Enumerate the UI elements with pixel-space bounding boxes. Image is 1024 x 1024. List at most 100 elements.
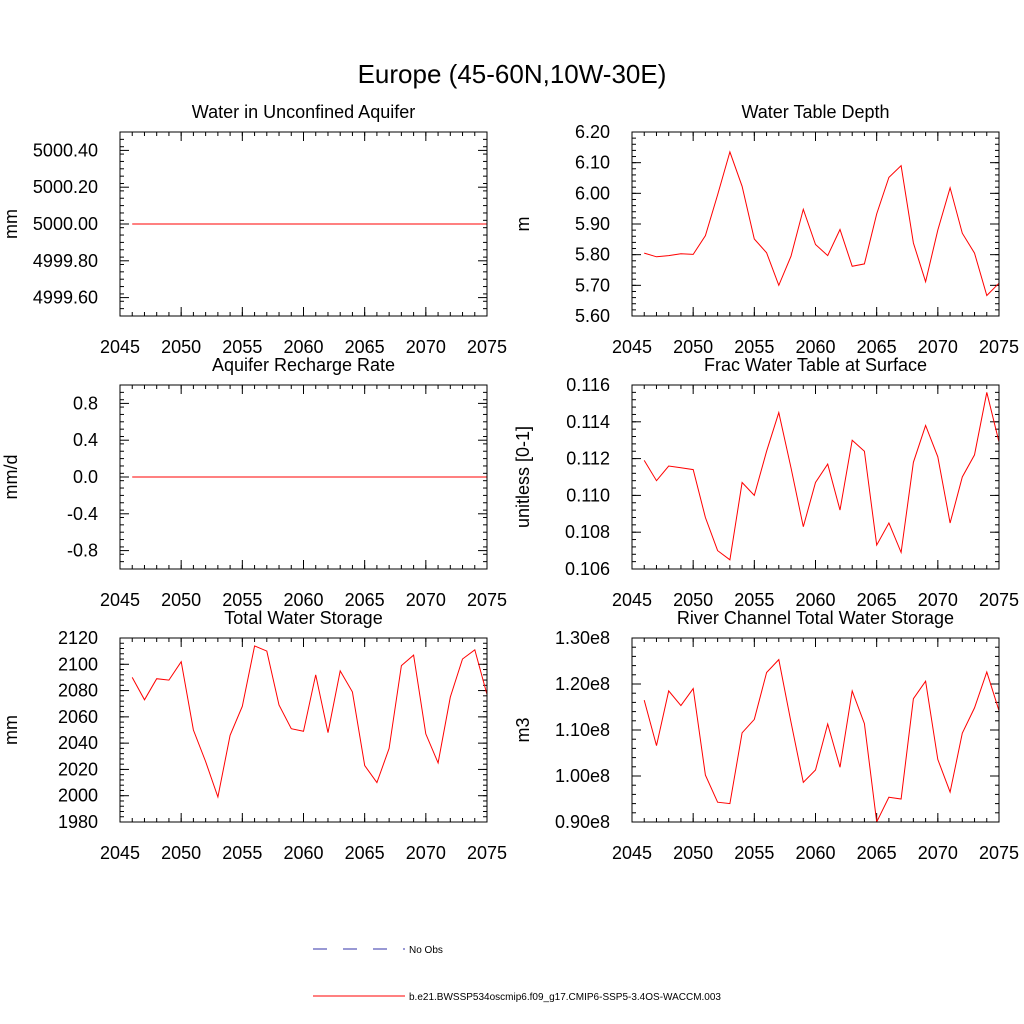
chart-panels: Water in Unconfined Aquifer mm 2045 2050 205… — [1, 102, 1019, 863]
x-tick-label: 2070 — [406, 843, 446, 863]
y-axis-label: m3 — [513, 717, 533, 742]
x-tick-label: 2050 — [673, 337, 713, 357]
x-tick-label: 2045 — [612, 337, 652, 357]
y-axis-label: unitless [0-1] — [513, 426, 533, 528]
y-tick-label: 0.8 — [73, 393, 98, 413]
y-tick-label: 1.30e8 — [555, 628, 610, 648]
y-tick-label: 0.106 — [565, 559, 610, 579]
x-tick-label: 2065 — [857, 590, 897, 610]
y-tick-label: 2080 — [58, 681, 98, 701]
x-tick-label: 2060 — [795, 843, 835, 863]
chart-panel-4: Frac Water Table at Surface unitless [0-1… — [513, 355, 1019, 610]
y-tick-label: 5.80 — [575, 245, 610, 265]
y-tick-label: 0.114 — [566, 412, 610, 432]
legend-model-label: b.e21.BWSSP534oscmip6.f09_g17.CMIP6-SSP5… — [409, 992, 721, 1003]
x-tick-label: 2045 — [612, 590, 652, 610]
plot-frame — [119, 131, 488, 317]
y-axis-label: mm/d — [1, 455, 21, 500]
y-tick-label: 4999.60 — [33, 288, 98, 308]
x-tick-label: 2065 — [345, 337, 385, 357]
chart-panel-2: Water Table Depth m 2045 2050 2055 2060 2065 20… — [513, 102, 1019, 357]
x-tick-label: 2075 — [979, 843, 1019, 863]
x-tick-label: 2055 — [734, 843, 774, 863]
y-tick-label: 1980 — [58, 812, 98, 832]
panel-title: River Channel Total Water Storage — [677, 608, 954, 628]
y-tick-label: 5000.20 — [33, 177, 98, 197]
y-tick-label: -0.4 — [67, 504, 98, 524]
x-tick-label: 2050 — [161, 843, 201, 863]
plot-frame — [119, 637, 488, 823]
y-tick-label: 0.108 — [565, 522, 610, 542]
x-tick-label: 2045 — [100, 337, 140, 357]
y-tick-label: 0.116 — [566, 375, 610, 395]
y-tick-label: 0.4 — [73, 430, 98, 450]
series-line-1 — [643, 658, 999, 822]
y-tick-label: 2100 — [58, 654, 98, 674]
y-tick-label: 2040 — [58, 733, 98, 753]
y-tick-label: 4999.80 — [33, 251, 98, 271]
y-tick-label: 2060 — [58, 707, 98, 727]
y-tick-label: 2020 — [58, 759, 98, 779]
x-tick-label: 2050 — [161, 337, 201, 357]
x-tick-label: 2045 — [100, 843, 140, 863]
chart-panel-5: Total Water Storage mm 2045 2050 2055 2060 206… — [1, 608, 507, 863]
y-tick-label: 5000.00 — [33, 214, 98, 234]
plot-frame — [631, 384, 1000, 570]
panel-title: Water in Unconfined Aquifer — [192, 102, 415, 122]
plot-frame — [631, 637, 1000, 823]
x-tick-label: 2075 — [979, 590, 1019, 610]
series-line-1 — [644, 150, 999, 297]
x-tick-label: 2070 — [918, 337, 958, 357]
x-tick-label: 2075 — [467, 590, 507, 610]
y-tick-label: 1.00e8 — [555, 766, 610, 786]
x-tick-label: 2045 — [100, 590, 140, 610]
y-tick-label: 6.20 — [575, 122, 610, 142]
y-axis-label: mm — [1, 209, 21, 239]
x-tick-label: 2060 — [795, 337, 835, 357]
x-tick-label: 2055 — [222, 590, 262, 610]
x-tick-label: 2070 — [406, 337, 446, 357]
x-tick-label: 2055 — [222, 337, 262, 357]
chart-panel-1: Water in Unconfined Aquifer mm 2045 2050 205… — [1, 102, 507, 357]
panel-title: Aquifer Recharge Rate — [212, 355, 395, 375]
panel-title: Total Water Storage — [224, 608, 382, 628]
y-tick-label: 6.00 — [575, 183, 610, 203]
x-tick-label: 2075 — [467, 337, 507, 357]
panel-title: Water Table Depth — [741, 102, 889, 122]
series-line-1 — [131, 645, 487, 799]
series-line-1 — [643, 392, 999, 561]
x-tick-label: 2060 — [283, 590, 323, 610]
y-tick-label: 2120 — [58, 628, 98, 648]
legend: No Obs b.e21.BWSSP534oscmip6.f09_g17.CMI… — [313, 945, 721, 1003]
y-tick-label: 0.110 — [566, 485, 610, 505]
x-tick-label: 2075 — [467, 843, 507, 863]
y-tick-label: 0.0 — [73, 467, 98, 487]
x-tick-label: 2050 — [673, 843, 713, 863]
x-tick-label: 2050 — [161, 590, 201, 610]
y-tick-label: 5.70 — [575, 275, 610, 295]
x-tick-label: 2055 — [222, 843, 262, 863]
x-tick-label: 2075 — [979, 337, 1019, 357]
x-tick-label: 2070 — [406, 590, 446, 610]
x-tick-label: 2055 — [734, 590, 774, 610]
chart-panel-3: Aquifer Recharge Rate mm/d 2045 2050 2055 206… — [1, 355, 507, 610]
x-tick-label: 2070 — [918, 843, 958, 863]
x-tick-label: 2060 — [795, 590, 835, 610]
y-tick-label: 1.20e8 — [555, 674, 610, 694]
x-tick-label: 2065 — [857, 843, 897, 863]
y-tick-label: 6.10 — [575, 153, 610, 173]
x-tick-label: 2055 — [734, 337, 774, 357]
y-axis-label: m — [513, 217, 533, 232]
legend-obs-label: No Obs — [409, 945, 443, 956]
y-tick-label: 5000.40 — [33, 140, 98, 160]
x-tick-label: 2045 — [612, 843, 652, 863]
y-tick-label: 1.10e8 — [555, 720, 610, 740]
x-tick-label: 2050 — [673, 590, 713, 610]
x-tick-label: 2065 — [857, 337, 897, 357]
y-axis-label: mm — [1, 715, 21, 745]
y-tick-label: 0.112 — [566, 449, 610, 469]
figure-title: Europe (45-60N,10W-30E) — [358, 59, 667, 89]
plot-frame — [631, 131, 1000, 317]
y-tick-label: 0.90e8 — [555, 812, 610, 832]
